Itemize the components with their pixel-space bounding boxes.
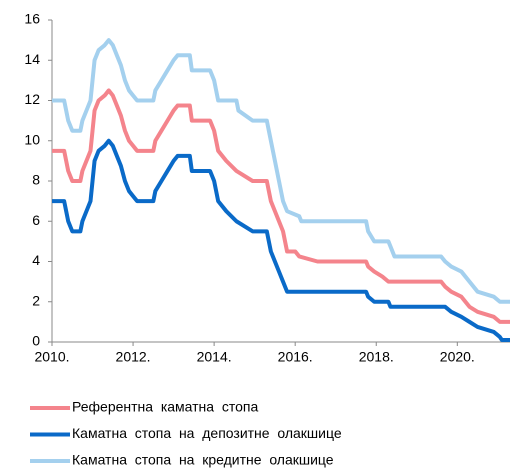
y-tick-label: 8 — [32, 172, 40, 188]
x-tick-label: 2016. — [278, 349, 313, 365]
legend-label: Референтна каматна стопа — [72, 399, 258, 415]
legend-label: Каматна стопа на кредитне олакшице — [72, 452, 334, 468]
x-tick-label: 2018. — [359, 349, 394, 365]
y-tick-label: 6 — [32, 212, 40, 228]
y-tick-label: 2 — [32, 292, 40, 308]
y-tick-label: 4 — [32, 252, 40, 268]
x-tick-label: 2020. — [440, 349, 475, 365]
y-tick-label: 16 — [24, 11, 40, 27]
x-tick-label: 2010. — [34, 349, 69, 365]
y-tick-label: 14 — [24, 51, 40, 67]
y-tick-label: 12 — [24, 91, 40, 107]
series-line — [52, 138, 510, 342]
series-line — [52, 38, 510, 304]
legend-label: Каматна стопа на депозитне олакшице — [72, 425, 342, 441]
x-tick-label: 2014. — [197, 349, 232, 365]
y-tick-label: 0 — [32, 333, 40, 349]
x-tick-label: 2012. — [116, 349, 151, 365]
y-tick-label: 10 — [24, 131, 40, 147]
series-line — [52, 88, 510, 324]
